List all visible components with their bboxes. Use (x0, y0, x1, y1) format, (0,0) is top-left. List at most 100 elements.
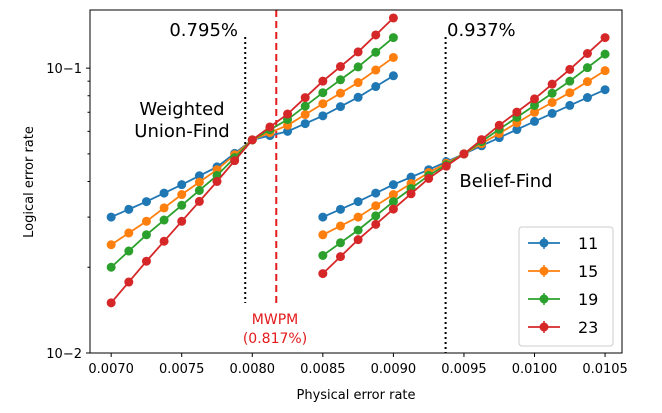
data-point (441, 161, 451, 171)
data-point (318, 230, 328, 240)
data-point (353, 92, 363, 102)
data-point (335, 238, 345, 248)
data-point (388, 52, 398, 62)
legend-marker (539, 238, 549, 248)
data-point (353, 78, 363, 88)
data-point (318, 269, 328, 279)
data-point (600, 85, 610, 95)
data-point (194, 171, 204, 181)
data-point (141, 216, 151, 226)
data-point (530, 100, 540, 110)
data-point (600, 49, 610, 59)
legend: 11 15 19 23 (518, 226, 614, 347)
data-point (371, 219, 381, 229)
data-point (124, 246, 134, 256)
data-point (230, 156, 240, 166)
data-point (194, 177, 204, 187)
data-point (353, 225, 363, 235)
data-point (318, 250, 328, 260)
data-point (371, 47, 381, 57)
data-point (530, 116, 540, 126)
legend-marker (539, 266, 549, 276)
data-point (177, 200, 187, 210)
data-point (371, 65, 381, 75)
data-point (300, 110, 310, 120)
data-point (335, 75, 345, 85)
data-point (582, 93, 592, 103)
legend-marker (539, 322, 549, 332)
data-point (335, 88, 345, 98)
threshold-label-right: 0.937% (447, 20, 516, 41)
data-point (106, 298, 116, 308)
data-point (159, 203, 169, 213)
legend-label: 15 (578, 262, 598, 281)
data-point (300, 101, 310, 111)
data-point (353, 235, 363, 245)
data-point (388, 13, 398, 23)
data-point (159, 236, 169, 246)
x-tick-label: 0.0105 (582, 362, 628, 377)
data-point (141, 197, 151, 207)
data-point (547, 97, 557, 107)
x-tick-label: 0.0085 (300, 362, 346, 377)
data-point (565, 100, 575, 110)
data-point (353, 197, 363, 207)
data-point (212, 177, 222, 186)
data-point (477, 135, 487, 145)
x-tick-label: 0.0080 (230, 362, 276, 377)
data-point (388, 33, 398, 43)
data-point (371, 211, 381, 221)
annotation-belief-find: Belief-Find (459, 171, 552, 192)
data-point (512, 125, 522, 135)
data-point (318, 212, 328, 222)
data-point (406, 189, 416, 199)
data-point (353, 212, 363, 222)
data-point (124, 204, 134, 214)
data-point (547, 79, 557, 89)
data-point (371, 188, 381, 198)
x-tick-label: 0.0095 (441, 362, 487, 377)
data-point (159, 188, 169, 198)
data-point (177, 190, 187, 200)
data-point (106, 212, 116, 222)
annotation-mwpm-value: (0.817%) (243, 331, 307, 347)
data-point (530, 94, 540, 104)
data-point (335, 62, 345, 72)
data-point (388, 197, 398, 207)
data-point (600, 66, 610, 76)
data-point (565, 64, 575, 74)
data-point (547, 88, 557, 98)
data-point (177, 216, 187, 226)
threshold-label-left: 0.795% (169, 20, 238, 41)
data-point (318, 76, 328, 86)
data-point (600, 33, 610, 43)
data-point (353, 62, 363, 72)
legend-label: 19 (578, 290, 598, 309)
data-point (124, 228, 134, 238)
data-point (194, 185, 204, 195)
data-point (335, 204, 345, 214)
data-point (106, 240, 116, 250)
data-point (582, 48, 592, 58)
x-tick-label: 0.0075 (159, 362, 205, 377)
data-point (159, 215, 169, 225)
data-point (388, 190, 398, 200)
data-point (335, 252, 345, 262)
tick-layer: 0.0070 0.0075 0.0080 0.0085 0.0090 0.0095 0.01… (46, 62, 628, 377)
x-tick-label: 0.0090 (371, 362, 417, 377)
x-axis-label: Physical error rate (296, 388, 415, 403)
data-point (424, 173, 434, 183)
data-point (582, 77, 592, 87)
data-point (494, 120, 504, 130)
data-point (547, 108, 557, 118)
data-point (283, 109, 293, 119)
data-point (388, 180, 398, 190)
data-point (141, 230, 151, 240)
data-point (177, 180, 187, 190)
annotation-mwpm: MWPM (252, 312, 298, 328)
data-point (388, 71, 398, 81)
data-point (335, 102, 345, 112)
data-point (565, 88, 575, 98)
